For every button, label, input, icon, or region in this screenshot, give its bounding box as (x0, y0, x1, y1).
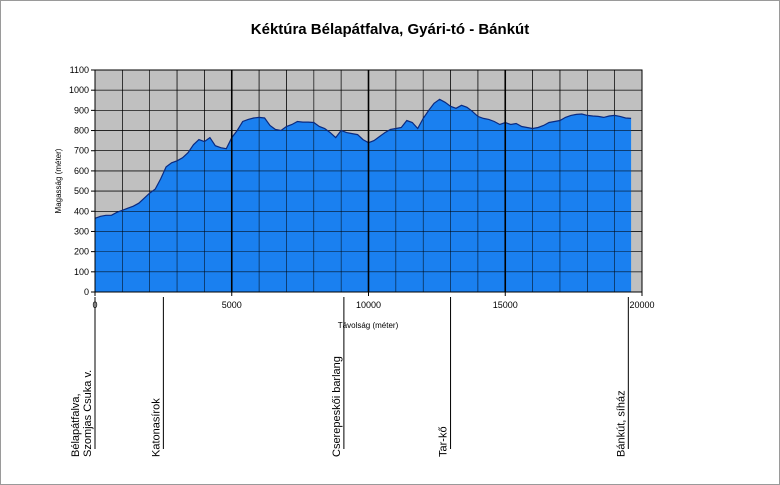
landmark-label: Szomjas Csuka v. (82, 370, 94, 457)
landmarks: Bélapátfalva, Szomjas Csuka v. Katonasírok… (70, 297, 629, 457)
chart-title: Kéktúra Bélapátfalva, Gyári-tó - Bánkút (251, 21, 529, 38)
x-tick-label: 15000 (493, 300, 518, 310)
y-tick-label: 1100 (70, 65, 89, 75)
elevation-area (95, 99, 632, 292)
y-tick-label: 200 (74, 247, 89, 257)
y-tick-label: 500 (74, 186, 89, 196)
plot-area: 0100200300400500600700800900100011000500… (69, 65, 655, 310)
landmark-label: Bánkút, síház (615, 390, 627, 457)
elevation-line (94, 98, 632, 219)
y-tick-label: 0 (84, 287, 89, 297)
x-tick-label: 10000 (356, 300, 381, 310)
y-axis-label: Magasság (méter) (54, 148, 63, 213)
x-axis-label: Távolság (méter) (338, 321, 399, 330)
landmark-label: Katonasírok (150, 398, 162, 457)
y-tick-label: 900 (74, 105, 89, 115)
y-tick-label: 600 (74, 166, 89, 176)
landmark-label: Bélapátfalva, (70, 393, 82, 457)
x-tick-label: 5000 (222, 300, 242, 310)
y-tick-label: 400 (74, 206, 89, 216)
y-tick-label: 700 (74, 146, 89, 156)
landmark-label: Tar-kő (438, 426, 450, 457)
y-tick-label: 1000 (69, 85, 89, 95)
landmark-label: Cserepeskői barlang (331, 356, 343, 457)
y-tick-label: 100 (74, 267, 89, 277)
x-tick-label: 20000 (629, 300, 654, 310)
y-tick-label: 300 (74, 226, 89, 236)
y-tick-label: 800 (74, 126, 89, 136)
